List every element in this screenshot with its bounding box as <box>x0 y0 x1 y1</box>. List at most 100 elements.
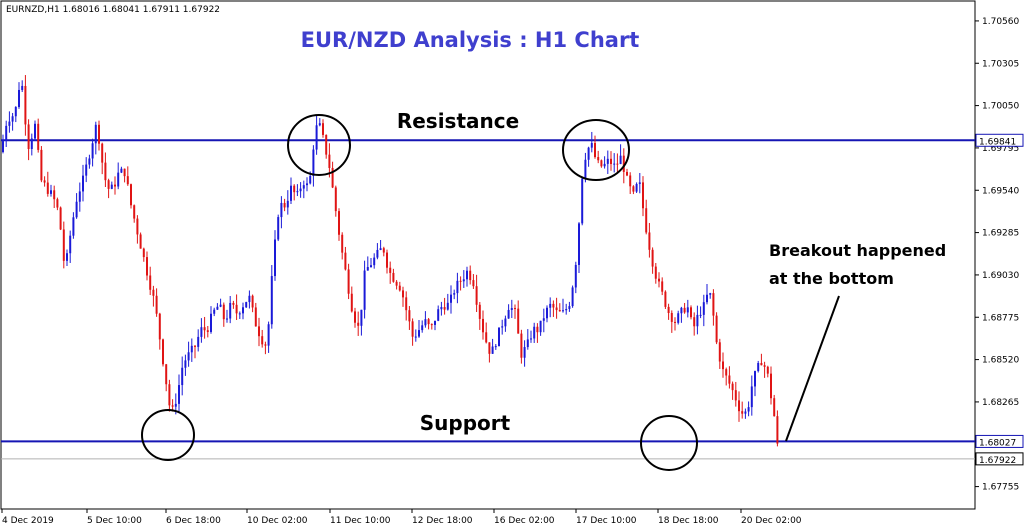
candle-body <box>213 309 216 314</box>
candle-body <box>232 302 235 305</box>
candle-body <box>229 302 232 319</box>
candle-body <box>670 313 673 322</box>
candle-body <box>296 191 299 193</box>
candle-body <box>437 309 440 321</box>
candle-body <box>117 172 120 187</box>
candle-body <box>286 200 289 208</box>
candle-body <box>462 279 465 282</box>
candle-body <box>680 307 683 314</box>
breakout-label-line2: at the bottom <box>769 269 894 288</box>
candle-body <box>456 280 459 294</box>
candle-body <box>110 184 113 189</box>
y-tick-label: 1.70050 <box>982 102 1019 112</box>
candle-body <box>165 364 168 385</box>
candle-body <box>328 154 331 168</box>
y-tick-label: 1.69285 <box>982 229 1019 239</box>
candle-body <box>72 217 75 236</box>
candle-body <box>18 89 20 108</box>
chart-title: EUR/NZD Analysis : H1 Chart <box>301 28 640 52</box>
candle-body <box>661 281 664 292</box>
candle-body <box>178 385 180 404</box>
candle-body <box>418 330 420 337</box>
candle-body <box>50 190 52 194</box>
candle-body <box>264 344 267 346</box>
candle-body <box>645 208 648 233</box>
candle-body <box>530 338 532 340</box>
candle-body <box>738 400 740 412</box>
candle-body <box>254 307 257 327</box>
candle-body <box>402 290 404 298</box>
y-tick-label: 1.68265 <box>982 398 1019 408</box>
candle-body <box>523 347 526 358</box>
candle-body <box>325 134 328 155</box>
candle-body <box>136 218 139 235</box>
x-tick-label: 11 Dec 10:00 <box>330 516 391 526</box>
candle-body <box>651 249 654 267</box>
candle-body <box>91 143 94 159</box>
candle-body <box>533 326 536 339</box>
candle-body <box>754 371 756 387</box>
candle-body <box>514 308 516 310</box>
candle-body <box>546 307 548 319</box>
candle-body <box>312 149 315 176</box>
candle-body <box>373 257 376 266</box>
y-tick-label: 1.69795 <box>982 144 1019 154</box>
candle-body <box>702 302 705 315</box>
candle-body <box>517 308 520 334</box>
candle-body <box>277 217 280 240</box>
candle-body <box>354 311 356 323</box>
candle-body <box>581 178 584 224</box>
candle-body <box>78 191 81 202</box>
candle-body <box>427 319 430 325</box>
candle-body <box>242 307 244 314</box>
candle-body <box>757 362 760 372</box>
candles <box>2 75 779 447</box>
symbol-line: EURNZD,H1 1.68016 1.68041 1.67911 1.6792… <box>6 5 220 15</box>
candle-body <box>267 324 270 346</box>
resistance-label: Resistance <box>397 109 519 133</box>
x-tick-label: 17 Dec 10:00 <box>576 516 637 526</box>
candle-body <box>568 306 571 309</box>
candle-body <box>146 257 148 276</box>
candle-body <box>46 182 49 194</box>
candle-body <box>571 287 574 307</box>
x-tick-label: 16 Dec 02:00 <box>494 516 555 526</box>
support-label: Support <box>420 411 511 435</box>
candle-body <box>382 248 385 253</box>
candle-body <box>322 123 324 135</box>
candle-body <box>520 333 523 358</box>
candle-body <box>584 159 587 179</box>
resistance-line-price-label: 1.69841 <box>979 137 1016 147</box>
candle-body <box>555 307 558 311</box>
candle-body <box>536 326 539 333</box>
candle-body <box>174 403 177 407</box>
y-tick-label: 1.70305 <box>982 59 1019 69</box>
candle-body <box>37 123 40 150</box>
candle-body <box>245 302 248 308</box>
candle-body <box>654 266 657 279</box>
candle-body <box>88 158 91 165</box>
candle-body <box>187 352 190 361</box>
candle-body <box>376 249 379 258</box>
candle-body <box>632 186 635 192</box>
y-tick-label: 1.67755 <box>982 483 1019 493</box>
candle-body <box>600 160 603 167</box>
candle-body <box>610 158 612 165</box>
candle-body <box>5 125 8 142</box>
candle-body <box>587 147 590 160</box>
candle-body <box>690 307 692 318</box>
candle-body <box>750 386 753 408</box>
candle-body <box>562 310 564 312</box>
candle-body <box>488 342 491 354</box>
candle-body <box>770 373 772 399</box>
candle-body <box>606 158 609 164</box>
candle-body <box>341 234 344 253</box>
candle-body <box>389 267 392 273</box>
candle-body <box>197 336 200 347</box>
candle-body <box>440 307 443 310</box>
candle-body <box>181 367 184 386</box>
candle-body <box>120 168 123 173</box>
breakout-pointer-line <box>785 295 840 442</box>
candle-body <box>706 294 708 303</box>
candle-body <box>258 326 260 337</box>
